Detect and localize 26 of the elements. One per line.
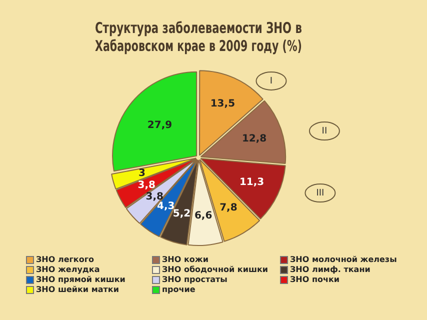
text: II bbox=[322, 126, 328, 136]
legend-label: ЗНО простаты bbox=[162, 275, 228, 284]
legend-label: ЗНО прямой кишки bbox=[36, 275, 126, 284]
legend-label: ЗНО шейки матки bbox=[36, 285, 119, 294]
legend-label: ЗНО лимф. ткани bbox=[290, 265, 370, 274]
data-label: 11,3 bbox=[239, 176, 264, 188]
data-label: 7,8 bbox=[220, 202, 238, 214]
data-label: 13,5 bbox=[210, 98, 236, 110]
legend-label: ЗНО желудка bbox=[36, 265, 100, 274]
legend-label: ЗНО легкого bbox=[36, 255, 94, 264]
data-label: 3 bbox=[138, 168, 146, 180]
data-label: 4,3 bbox=[157, 201, 175, 212]
data-label: 5,2 bbox=[172, 208, 191, 220]
legend-label: ЗНО почки bbox=[290, 275, 340, 284]
data-label: 3,8 bbox=[138, 180, 156, 191]
text: I bbox=[270, 76, 273, 86]
data-label: 3,8 bbox=[146, 191, 164, 202]
legend-label: ЗНО молочной железы bbox=[290, 255, 397, 264]
legend-label: ЗНО кожи bbox=[162, 255, 208, 264]
legend-label: ЗНО ободочной кишки bbox=[162, 265, 268, 274]
legend-label: прочие bbox=[162, 285, 196, 294]
data-label: 12,8 bbox=[242, 134, 267, 145]
chart-title: Структура заболеваемости ЗНО в Хабаровском крае в 2009 году (%) bbox=[95, 20, 302, 56]
text: III bbox=[316, 188, 324, 198]
data-label: 27,9 bbox=[147, 120, 172, 131]
data-label: 6,6 bbox=[194, 210, 212, 222]
